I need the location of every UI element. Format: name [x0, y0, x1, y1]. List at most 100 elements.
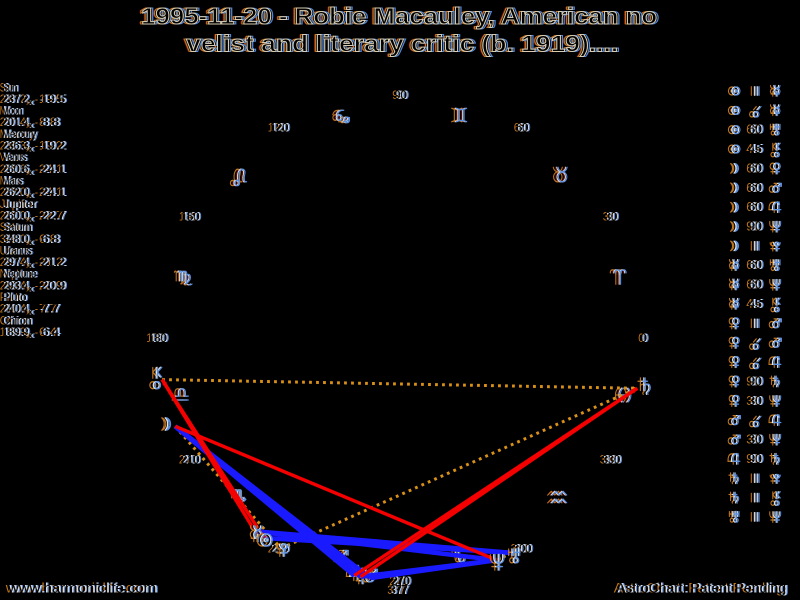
- svg-text:189.9: 189.9: [2, 325, 28, 339]
- svg-text:60: 60: [746, 160, 759, 175]
- svg-text:AstroChart: Patent Pending: AstroChart: Patent Pending: [619, 581, 789, 596]
- svg-text:-22.7: -22.7: [35, 209, 63, 223]
- svg-text:x: x: [31, 237, 36, 247]
- svg-text:x: x: [26, 167, 31, 177]
- svg-text:x: x: [26, 190, 31, 200]
- svg-text:-6.4: -6.4: [40, 325, 62, 339]
- svg-text:150: 150: [181, 210, 199, 224]
- svg-text:297.4: 297.4: [5, 255, 31, 269]
- svg-text:60: 60: [750, 257, 763, 272]
- svg-text:90: 90: [751, 219, 764, 234]
- svg-text:x: x: [30, 190, 35, 200]
- svg-text:Saturn: Saturn: [4, 220, 33, 234]
- svg-text:-8.8: -8.8: [39, 115, 61, 129]
- svg-text:x: x: [31, 190, 36, 200]
- svg-text:260.0: 260.0: [4, 209, 30, 223]
- svg-text:348.0: 348.0: [5, 232, 31, 246]
- svg-text:-24.1: -24.1: [40, 185, 68, 199]
- svg-text:Mars: Mars: [5, 174, 25, 188]
- svg-text:260.0: 260.0: [2, 209, 28, 223]
- svg-text:210: 210: [183, 453, 201, 467]
- svg-text:x: x: [26, 97, 31, 107]
- svg-text:30: 30: [751, 432, 764, 447]
- svg-text:Pluto: Pluto: [4, 290, 28, 304]
- svg-text:45: 45: [750, 141, 763, 156]
- svg-text:90: 90: [750, 373, 763, 388]
- svg-text:x: x: [26, 330, 31, 340]
- svg-text:x: x: [31, 307, 36, 317]
- svg-text:Pluto: Pluto: [5, 290, 29, 304]
- svg-text:30: 30: [603, 210, 615, 224]
- svg-text:237.2: 237.2: [0, 92, 26, 106]
- svg-text:-19.2: -19.2: [37, 139, 65, 153]
- svg-text:Venus: Venus: [2, 150, 26, 164]
- svg-text:-6.4: -6.4: [39, 325, 61, 339]
- svg-text:AstroChart: Patent Pending: AstroChart: Patent Pending: [618, 581, 788, 596]
- svg-text:60: 60: [516, 121, 528, 135]
- svg-text:Mars: Mars: [0, 174, 20, 188]
- svg-text:297.4: 297.4: [2, 255, 28, 269]
- svg-text:Sun: Sun: [5, 80, 20, 94]
- svg-text:201.4: 201.4: [5, 115, 31, 129]
- svg-text:x: x: [31, 214, 36, 224]
- svg-text:-19.5: -19.5: [35, 92, 63, 106]
- svg-text:236.3: 236.3: [2, 139, 28, 153]
- svg-text:262.0: 262.0: [4, 185, 30, 199]
- svg-text:120: 120: [268, 121, 286, 135]
- svg-text:60: 60: [749, 180, 762, 195]
- svg-text:270: 270: [389, 574, 407, 588]
- svg-text:210: 210: [181, 453, 199, 467]
- svg-text:-6.8: -6.8: [35, 232, 57, 246]
- svg-text:236.3: 236.3: [5, 139, 31, 153]
- svg-text:Mercury: Mercury: [2, 127, 36, 141]
- svg-text:Moon: Moon: [5, 104, 25, 118]
- svg-text:-6.8: -6.8: [37, 232, 59, 246]
- svg-text:-19.2: -19.2: [40, 139, 68, 153]
- svg-text:30: 30: [746, 432, 759, 447]
- svg-text:260.0: 260.0: [0, 209, 26, 223]
- svg-text:Uranus: Uranus: [4, 243, 33, 257]
- svg-text:x: x: [31, 330, 36, 340]
- svg-text:-20.9: -20.9: [40, 278, 68, 292]
- svg-text:348.0: 348.0: [0, 232, 26, 246]
- svg-text:90: 90: [746, 219, 759, 234]
- svg-text:x: x: [26, 260, 31, 270]
- svg-text:60: 60: [746, 122, 759, 137]
- svg-text:45: 45: [746, 141, 759, 156]
- svg-text:Sun: Sun: [4, 80, 19, 94]
- svg-text:x: x: [29, 120, 34, 130]
- svg-text:velist and literary critic (b.: velist and literary critic (b. 1919)....: [183, 30, 615, 56]
- svg-text:60: 60: [750, 160, 763, 175]
- svg-text:Mercury: Mercury: [4, 127, 38, 141]
- svg-text:0: 0: [643, 331, 649, 345]
- svg-text:Sun: Sun: [2, 80, 17, 94]
- svg-text:90: 90: [396, 88, 408, 102]
- svg-text:Pluto: Pluto: [2, 290, 26, 304]
- svg-text:240.4: 240.4: [2, 302, 28, 316]
- svg-text:Chiron: Chiron: [5, 313, 34, 327]
- svg-text:Neptune: Neptune: [5, 267, 39, 281]
- svg-text:60: 60: [751, 257, 764, 272]
- svg-text:-24.1: -24.1: [40, 162, 68, 176]
- svg-text:60: 60: [751, 122, 764, 137]
- svg-text:240.4: 240.4: [4, 302, 30, 316]
- svg-text:Venus: Venus: [0, 150, 24, 164]
- svg-text:Saturn: Saturn: [2, 220, 31, 234]
- svg-text:377: 377: [387, 583, 405, 597]
- svg-text:60: 60: [514, 121, 526, 135]
- svg-text:120: 120: [270, 121, 288, 135]
- svg-text:60: 60: [751, 160, 764, 175]
- svg-text:1995-11-20 - Robie Macauley, A: 1995-11-20 - Robie Macauley, American no: [143, 3, 659, 29]
- svg-text:-24.1: -24.1: [35, 185, 63, 199]
- svg-text:x: x: [31, 260, 36, 270]
- svg-text:60: 60: [749, 199, 762, 214]
- svg-text:Jupiter: Jupiter: [5, 197, 39, 211]
- svg-text:201.4: 201.4: [0, 115, 26, 129]
- svg-text:Chiron: Chiron: [0, 313, 29, 327]
- svg-text:x: x: [30, 214, 35, 224]
- svg-text:60: 60: [749, 122, 762, 137]
- svg-text:-6.4: -6.4: [37, 325, 59, 339]
- svg-text:293.4: 293.4: [2, 278, 28, 292]
- svg-text:x: x: [30, 144, 35, 154]
- svg-text:90: 90: [746, 451, 759, 466]
